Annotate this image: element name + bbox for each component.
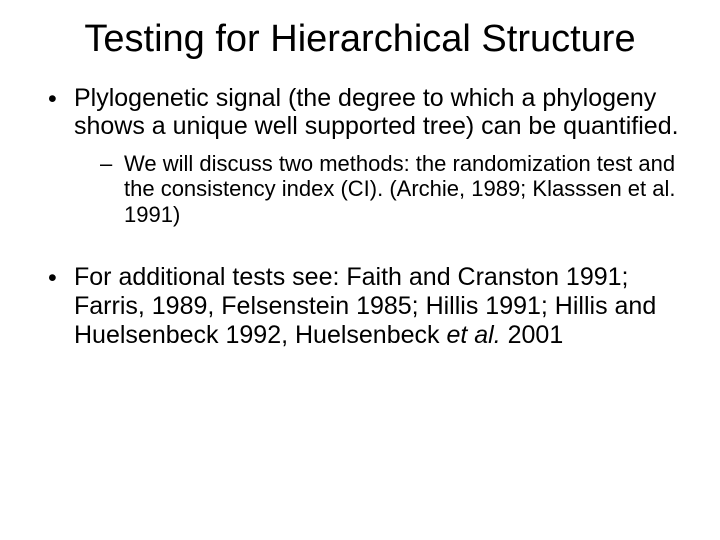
bullet-2-text: For additional tests see: Faith and Cran…	[74, 263, 680, 349]
bullet-dot-icon: •	[48, 84, 74, 114]
bullet-2: • For additional tests see: Faith and Cr…	[40, 263, 680, 349]
bullet-1: • Plylogenetic signal (the degree to whi…	[40, 84, 680, 142]
bullet-2-italic: et al.	[446, 321, 500, 349]
spacer	[40, 237, 680, 263]
bullet-1-sub-1: – We will discuss two methods: the rando…	[40, 151, 680, 227]
bullet-dot-icon: •	[48, 263, 74, 293]
bullet-2-post: 2001	[501, 321, 564, 349]
slide-title: Testing for Hierarchical Structure	[40, 18, 680, 62]
bullet-1-text: Plylogenetic signal (the degree to which…	[74, 84, 680, 142]
bullet-2-pre: For additional tests see: Faith and Cran…	[74, 263, 656, 349]
bullet-dash-icon: –	[100, 151, 124, 176]
bullet-1-sub-1-text: We will discuss two methods: the randomi…	[124, 151, 680, 227]
